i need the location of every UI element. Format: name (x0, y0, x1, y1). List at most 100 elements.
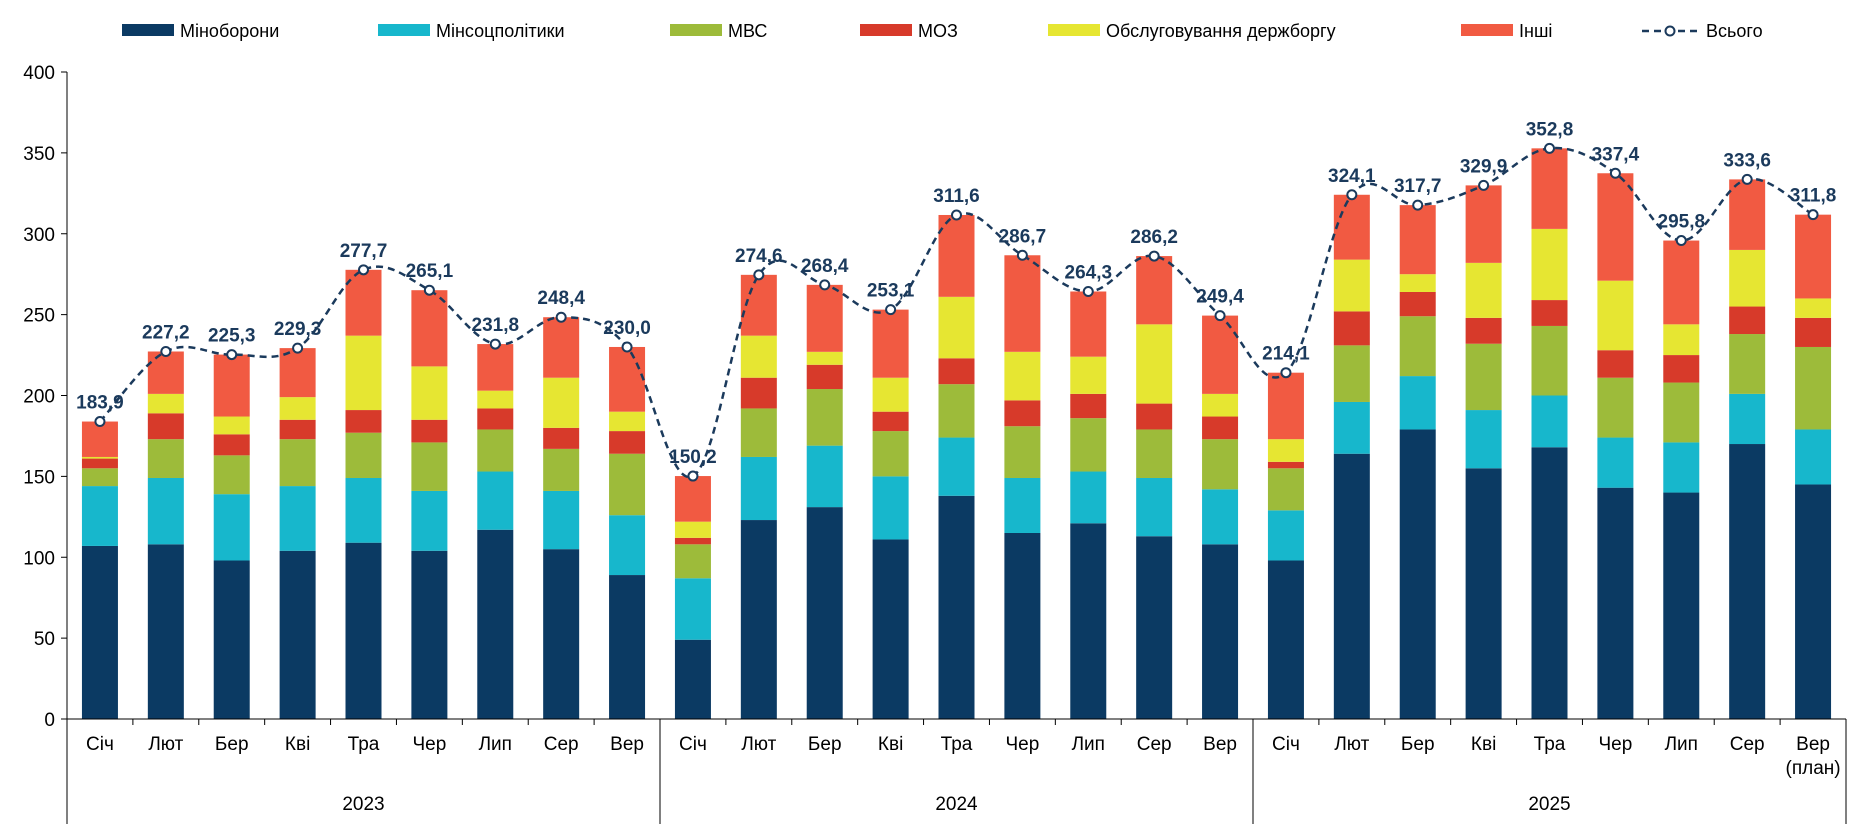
bar-segment (1004, 400, 1041, 427)
bar-segment (938, 437, 975, 496)
total-point (1346, 189, 1358, 201)
bar-segment (147, 351, 184, 394)
bar-segment (872, 431, 909, 477)
legend-swatch (860, 24, 912, 36)
bar-segment (872, 476, 909, 540)
total-point (1807, 209, 1819, 221)
y-tick-label: 400 (23, 63, 55, 84)
bar-segment (674, 521, 711, 538)
bar-segment (477, 408, 514, 430)
bar-segment (147, 544, 184, 719)
month-label: Сер (1137, 734, 1172, 755)
bar-segment (543, 549, 580, 719)
total-point (226, 349, 238, 361)
bar-segment (806, 364, 843, 390)
month-label: Чер (412, 734, 446, 755)
bar-segment (345, 432, 382, 478)
bar-segment (1729, 306, 1766, 335)
bar-segment (1333, 401, 1370, 454)
month-label: Бер (1401, 734, 1435, 755)
bar-segment (1795, 429, 1832, 485)
total-point (1544, 142, 1555, 154)
bar-segment (1333, 453, 1370, 719)
bar-segment (543, 317, 580, 378)
total-data-label: 183,9 (76, 393, 124, 414)
bar-segment (1729, 444, 1766, 719)
month-label: Січ (679, 734, 707, 755)
bar-segment (279, 550, 316, 719)
bar-segment (213, 434, 250, 456)
y-tick-label: 50 (34, 629, 55, 650)
legend-swatch (1461, 24, 1513, 36)
bar-segment (1136, 324, 1173, 404)
total-point (1082, 285, 1094, 297)
bar-segment (1663, 324, 1700, 356)
total-data-label: 286,2 (1130, 227, 1178, 248)
bar-segment (1136, 536, 1173, 719)
bar-segment (345, 335, 382, 411)
bar-segment (411, 419, 448, 443)
legend-label: Міноборони (180, 21, 279, 41)
bar-segment (1136, 477, 1173, 537)
bar-segment (1531, 228, 1568, 301)
bar-segment (609, 575, 646, 719)
bar-segment (81, 468, 118, 487)
total-point (1412, 199, 1424, 211)
bar-segment (1663, 492, 1700, 719)
bar-segment (345, 410, 382, 433)
total-data-label: 150,2 (669, 447, 717, 468)
bar-segment (1267, 510, 1304, 561)
total-data-label: 265,1 (406, 261, 454, 282)
bar-segment (411, 550, 448, 719)
month-label: Бер (808, 734, 842, 755)
y-tick-label: 0 (44, 710, 55, 731)
total-point (1148, 250, 1160, 262)
total-line: 183,9 227,2 225,3 229,3 277,7 265,1 231,8 248,4… (76, 119, 1836, 482)
bar-segment (279, 348, 316, 398)
bar-segment (674, 578, 711, 640)
total-point (358, 264, 369, 276)
total-data-label: 230,0 (603, 318, 651, 339)
bar-segment (477, 529, 514, 719)
total-point (555, 311, 567, 323)
bar-segment (279, 486, 316, 551)
bar-segment (938, 296, 975, 359)
bar-segment (1004, 426, 1041, 478)
bar-segment (1267, 560, 1304, 719)
bar-segment (1136, 256, 1173, 325)
bar-segment (1333, 311, 1370, 346)
legend-label: МВС (728, 21, 767, 41)
bar-segment (740, 520, 777, 719)
bar-segment (938, 384, 975, 438)
month-label: Лют (741, 734, 776, 755)
bar-segment (1399, 274, 1436, 292)
total-point (160, 346, 172, 358)
bar-segment (1070, 471, 1107, 524)
bar-segment (806, 351, 843, 365)
bar-segment (213, 494, 250, 561)
total-data-label: 277,7 (340, 241, 388, 262)
bar-segment (1729, 334, 1766, 394)
bar-segment (938, 358, 975, 385)
bar-segment (674, 544, 711, 579)
bar-segment (806, 389, 843, 446)
bar-segment (1795, 214, 1832, 299)
bar-segment (1729, 179, 1766, 250)
bar-segment (1202, 544, 1239, 719)
total-point (753, 269, 765, 281)
bar-segment (806, 507, 843, 719)
bar-segment (411, 290, 448, 367)
legend-label: Мінсоцполітики (436, 21, 565, 41)
total-data-label: 248,4 (537, 288, 585, 309)
bar-segment (806, 445, 843, 508)
total-data-label: 329,9 (1460, 156, 1508, 177)
bar-segment (1333, 194, 1370, 260)
bar-segment (345, 477, 382, 543)
bar-segment (147, 413, 184, 440)
bar-segment (1465, 185, 1502, 263)
bar-segment (543, 377, 580, 428)
total-data-label: 333,6 (1723, 150, 1771, 171)
bar-segment (1267, 468, 1304, 511)
total-data-label: 352,8 (1526, 119, 1574, 140)
bar-segment (1070, 523, 1107, 719)
